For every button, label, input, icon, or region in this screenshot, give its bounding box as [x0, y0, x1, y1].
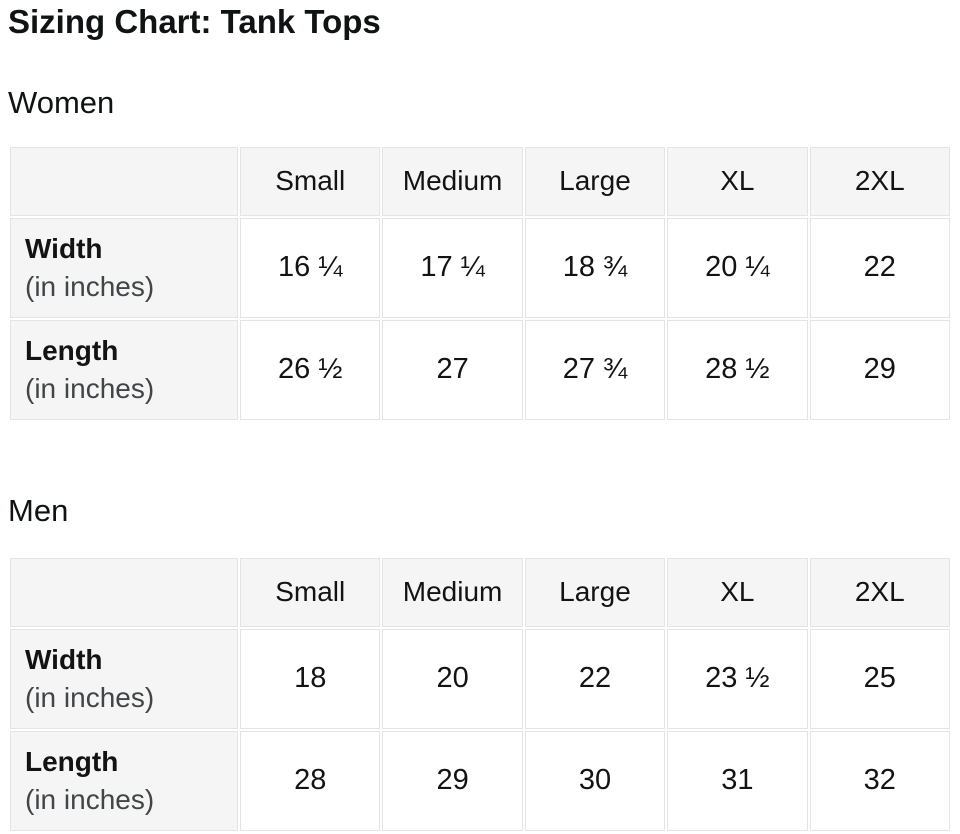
section-men: Men Small Medium Large XL 2XL [8, 492, 952, 833]
row-sublabel: (in inches) [25, 783, 155, 815]
women-length-small: 26 ½ [240, 319, 381, 420]
men-length-small: 28 [240, 730, 381, 831]
women-length-xl: 28 ½ [667, 319, 808, 420]
women-column-header-small: Small [240, 146, 381, 216]
men-column-header-large: Large [524, 557, 666, 627]
row-sublabel: (in inches) [25, 372, 155, 404]
women-length-2xl: 29 [809, 319, 950, 420]
section-heading-men: Men [8, 492, 69, 528]
men-width-small: 18 [240, 628, 381, 729]
men-corner-cell [10, 557, 238, 627]
men-length-2xl: 32 [809, 730, 950, 831]
men-column-header-xl: XL [667, 557, 808, 627]
men-width-row: Width (in inches) 18 20 22 23 ½ 25 [10, 628, 950, 729]
men-length-medium: 29 [382, 730, 523, 831]
men-column-header-small: Small [240, 557, 381, 627]
women-width-large: 18 ¾ [524, 217, 666, 318]
women-header-row: Small Medium Large XL 2XL [10, 146, 950, 216]
women-width-xl: 20 ¼ [667, 217, 808, 318]
women-column-header-medium: Medium [382, 146, 523, 216]
women-column-header-2xl: 2XL [809, 146, 950, 216]
section-heading-women: Women [8, 84, 115, 120]
men-column-header-medium: Medium [382, 557, 523, 627]
page-title: Sizing Chart: Tank Tops [8, 3, 381, 40]
men-width-medium: 20 [382, 628, 523, 729]
women-column-header-large: Large [524, 146, 666, 216]
women-sizing-table: Small Medium Large XL 2XL Width (in inch… [8, 145, 952, 422]
women-corner-cell [10, 146, 238, 216]
women-column-header-xl: XL [667, 146, 808, 216]
men-width-xl: 23 ½ [667, 628, 808, 729]
men-column-header-2xl: 2XL [809, 557, 950, 627]
men-length-row-header: Length (in inches) [10, 730, 238, 831]
row-label: Width [25, 644, 103, 676]
women-length-row-header: Length (in inches) [10, 319, 238, 420]
row-label: Width [25, 232, 103, 264]
men-width-large: 22 [524, 628, 666, 729]
men-length-row: Length (in inches) 28 29 30 31 32 [10, 730, 950, 831]
row-sublabel: (in inches) [25, 681, 155, 713]
men-length-xl: 31 [667, 730, 808, 831]
women-width-row-header: Width (in inches) [10, 217, 238, 318]
men-length-large: 30 [524, 730, 666, 831]
row-label: Length [25, 746, 119, 778]
women-width-2xl: 22 [809, 217, 950, 318]
section-women: Women Small Medium Large XL 2XL [8, 84, 952, 422]
women-width-medium: 17 ¼ [382, 217, 523, 318]
women-length-large: 27 ¾ [524, 319, 666, 420]
men-header-row: Small Medium Large XL 2XL [10, 557, 950, 627]
row-label: Length [25, 334, 119, 366]
women-length-row: Length (in inches) 26 ½ 27 27 ¾ 28 ½ 29 [10, 319, 950, 420]
men-width-row-header: Width (in inches) [10, 628, 238, 729]
women-width-small: 16 ¼ [240, 217, 381, 318]
men-sizing-table: Small Medium Large XL 2XL Width (in inch… [8, 556, 952, 833]
men-width-2xl: 25 [809, 628, 950, 729]
women-width-row: Width (in inches) 16 ¼ 17 ¼ 18 ¾ 20 ¼ 22 [10, 217, 950, 318]
row-sublabel: (in inches) [25, 270, 155, 302]
women-length-medium: 27 [382, 319, 523, 420]
